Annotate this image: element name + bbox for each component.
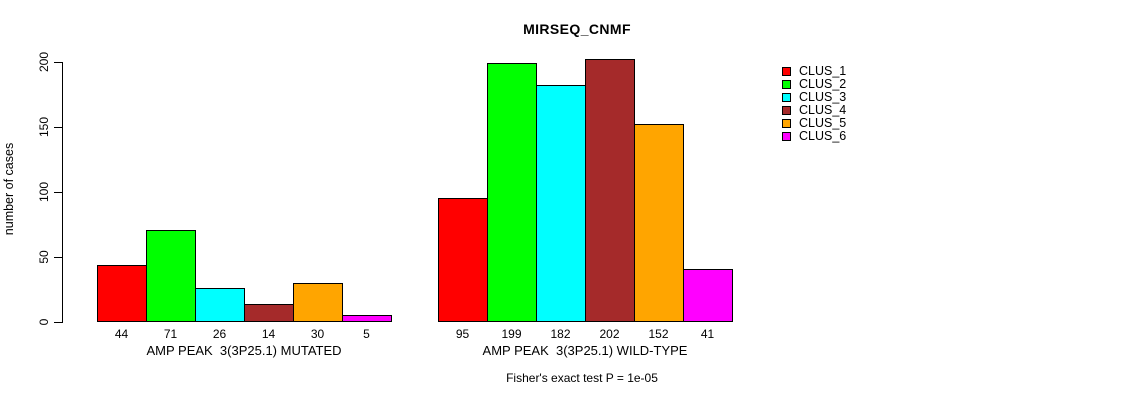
y-axis-title: number of cases: [2, 142, 16, 236]
bar: [634, 124, 684, 322]
bar: [195, 288, 245, 322]
legend-label: CLUS_5: [799, 116, 847, 131]
bar: [293, 283, 343, 322]
bar: [244, 304, 294, 322]
y-axis-tick-label: 50: [37, 250, 51, 264]
bar-value-label: 182: [550, 327, 571, 341]
bar: [683, 269, 733, 322]
bar: [146, 230, 196, 322]
bar-value-label: 152: [648, 327, 669, 341]
bar-value-label: 5: [363, 327, 370, 341]
legend-swatch: [782, 132, 791, 142]
bar-value-label: 199: [501, 327, 522, 341]
y-axis-tick: [54, 127, 62, 128]
bar-value-label: 41: [700, 327, 715, 341]
legend-label: CLUS_1: [799, 63, 847, 78]
legend-label: CLUS_3: [799, 89, 847, 104]
bar-value-label: 202: [599, 327, 620, 341]
bar-value-label: 44: [114, 327, 129, 341]
bar: [536, 85, 586, 322]
legend-swatch: [782, 79, 791, 89]
x-group-label: AMP PEAK 3(3P25.1) MUTATED: [146, 343, 342, 358]
legend-label: CLUS_6: [799, 129, 847, 144]
y-axis-tick-label: 150: [37, 116, 51, 138]
y-axis-tick-label: 100: [37, 181, 51, 203]
bar: [487, 63, 537, 322]
y-axis-tick-label: 200: [37, 51, 51, 73]
bar: [97, 265, 147, 322]
bar: [342, 315, 392, 322]
chart-title: MIRSEQ_CNMF: [523, 21, 631, 37]
footer-annotation: Fisher's exact test P = 1e-05: [506, 371, 658, 385]
legend-swatch: [782, 66, 791, 76]
bar-value-label: 95: [455, 327, 470, 341]
bar-value-label: 14: [261, 327, 276, 341]
y-axis-tick: [54, 257, 62, 258]
legend-label: CLUS_2: [799, 76, 847, 91]
legend-swatch: [782, 105, 791, 115]
y-axis-tick: [54, 322, 62, 323]
legend-swatch: [782, 92, 791, 102]
y-axis-tick: [54, 62, 62, 63]
y-axis-tick-label: 0: [37, 318, 51, 326]
legend-swatch: [782, 119, 791, 129]
bar: [438, 198, 488, 322]
y-axis-tick: [54, 192, 62, 193]
legend-label: CLUS_4: [799, 102, 847, 117]
y-axis-line: [62, 62, 63, 323]
bar-value-label: 30: [310, 327, 325, 341]
bar-value-label: 71: [163, 327, 178, 341]
bar: [585, 59, 635, 322]
x-group-label: AMP PEAK 3(3P25.1) WILD-TYPE: [482, 343, 688, 358]
bar-value-label: 26: [212, 327, 227, 341]
